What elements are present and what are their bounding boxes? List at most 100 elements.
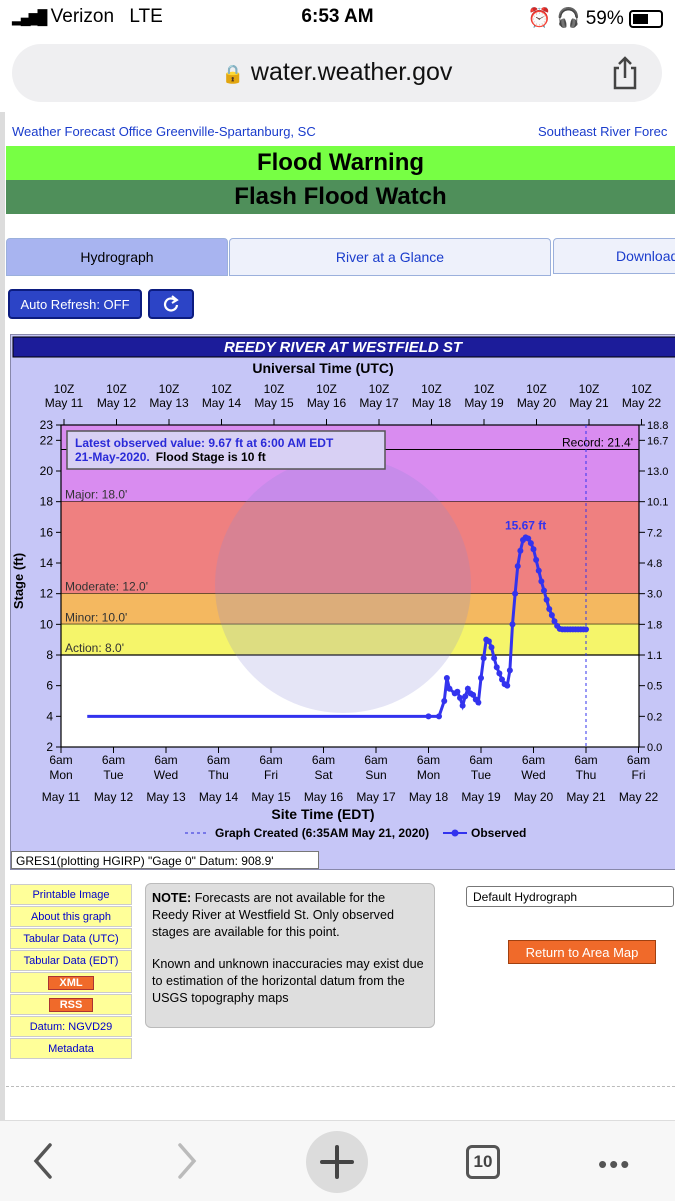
rfc-link[interactable]: Southeast River Forec [538,124,668,139]
bottom-date-5: May 16 [304,790,344,804]
top-z-11: 10Z [631,382,652,396]
utc-axis-title: Universal Time (UTC) [252,360,393,376]
page-divider [6,1086,675,1088]
svg-text:21-May-2020.Flood Stage is 10: 21-May-2020. Flood Stage is 10 ft [75,450,266,464]
note-text-1: NOTE: Forecasts are not available for th… [152,891,394,939]
observed-point [485,638,492,645]
ytick-label-5: 12 [40,587,54,601]
top-date-10: May 21 [569,396,609,410]
observed-point [541,587,547,594]
observed-point [512,590,519,597]
bottom-weekday-11: Fri [632,768,646,782]
share-icon[interactable] [610,56,640,90]
latest-observed-text: Latest observed value: 9.67 ft at 6:00 A… [75,436,334,450]
y-axis-label: Stage (ft) [11,553,26,609]
refresh-button[interactable] [148,289,194,319]
top-date-7: May 18 [412,396,452,410]
top-z-10: 10Z [579,382,600,396]
forward-button[interactable] [172,1141,202,1181]
observed-box: Latest observed value: 9.67 ft at 6:00 A… [66,430,386,470]
printable-image-link[interactable]: Printable Image [10,884,132,905]
web-page: Weather Forecast Office Greenville-Spart… [0,112,675,1120]
bottom-weekday-1: Tue [103,768,124,782]
top-date-2: May 13 [149,396,189,410]
status-bar: ▂▄▆█ Verizon LTE 6:53 AM ⏰ 🎧 59% [0,0,675,36]
tabular-edt-link[interactable]: Tabular Data (EDT) [10,950,132,971]
observed-point [443,675,450,681]
tab-river-at-a-glance[interactable]: River at a Glance [229,238,551,276]
hydrograph-svg: REEDY RIVER AT WESTFIELD ST Universal Ti… [11,336,675,840]
bottom-date-11: May 22 [619,790,659,804]
return-to-area-map-button[interactable]: Return to Area Map [508,940,656,964]
observed-point [583,626,589,633]
observed-point [436,713,442,720]
bottom-date-0: May 11 [42,790,81,804]
observed-date: 21-May-2020. [75,450,150,464]
bottom-time-9: 6am [522,753,545,767]
flood-warning-banner[interactable]: Flood Warning [6,146,675,180]
bottom-weekday-0: Mon [49,768,72,782]
top-z-7: 10Z [421,382,442,396]
xml-link[interactable]: XML [10,972,132,993]
battery-info: ⏰ 🎧 59% [528,6,663,30]
observed-point [496,670,503,677]
ytick-label-11: 23 [40,418,54,432]
tabs-button[interactable]: 10 [466,1145,500,1179]
ytick-label-6: 14 [40,556,54,570]
band-2 [61,593,639,625]
top-date-8: May 19 [464,396,504,410]
observed-point [506,667,513,674]
alarm-icon: ⏰ [527,8,552,29]
plus-icon [320,1145,354,1179]
office-link[interactable]: Weather Forecast Office Greenville-Spart… [12,124,316,139]
back-button[interactable] [28,1141,58,1181]
signal-icon: ▂▄▆█ [12,9,47,25]
ytick-label-8: 18 [40,495,54,509]
top-date-3: May 14 [202,396,242,410]
plot-frame [60,424,640,748]
note-box: NOTE: Forecasts are not available for th… [145,883,435,1028]
top-date-5: May 16 [307,396,347,410]
rtick-label-10: 0.2 [647,711,662,723]
about-graph-link[interactable]: About this graph [10,906,132,927]
flash-flood-watch-banner[interactable]: Flash Flood Watch [6,180,675,214]
top-z-6: 10Z [369,382,390,396]
rtick-label-11: 0.0 [647,742,662,754]
more-menu-icon[interactable]: ••• [598,1149,632,1179]
top-z-8: 10Z [474,382,495,396]
headphones-icon: 🎧 [556,8,581,29]
bottom-date-1: May 12 [94,790,134,804]
rss-link[interactable]: RSS [10,994,132,1015]
datum-link[interactable]: Datum: NGVD29 [10,1016,132,1037]
carrier-info: ▂▄▆█ Verizon LTE [12,6,163,28]
observed-point [454,688,461,695]
ytick-label-9: 20 [40,464,54,478]
noaa-watermark [215,457,471,713]
rtick-label-3: 10.1 [647,497,668,509]
bottom-date-10: May 21 [566,790,606,804]
observed-point [459,702,466,709]
tab-download[interactable]: Download [553,238,675,274]
rtick-label-7: 1.8 [647,619,662,631]
bottom-weekday-5: Sat [314,768,333,782]
observed-point [488,644,495,651]
tabular-utc-link[interactable]: Tabular Data (UTC) [10,928,132,949]
hydrograph-type-select[interactable]: Default Hydrograph [466,886,674,907]
observed-point [475,699,482,706]
new-tab-button[interactable] [306,1131,368,1193]
bottom-weekday-4: Fri [264,768,278,782]
rtick-label-5: 4.8 [647,558,662,570]
url-text[interactable]: 🔒 water.weather.gov [221,58,453,86]
auto-refresh-button[interactable]: Auto Refresh: OFF [8,289,142,319]
top-date-1: May 12 [97,396,137,410]
tab-hydrograph[interactable]: Hydrograph [6,238,228,276]
address-bar[interactable]: 🔒 water.weather.gov [12,44,662,102]
bottom-weekday-9: Wed [521,768,545,782]
bottom-time-11: 6am [627,753,650,767]
observed-point [493,664,500,671]
observed-point [480,655,487,662]
top-date-4: May 15 [254,396,294,410]
top-date-0: May 11 [45,396,84,410]
observed-point [551,618,558,625]
metadata-link[interactable]: Metadata [10,1038,132,1059]
